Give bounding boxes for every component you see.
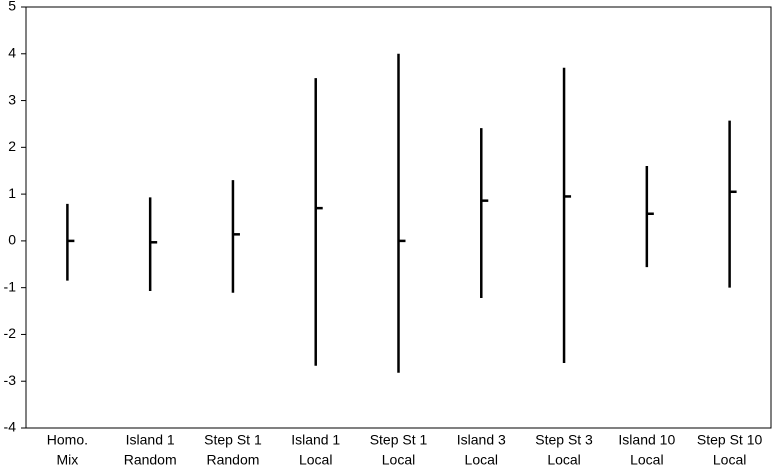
x-tick-label: Island 10: [618, 432, 675, 448]
x-tick-label: Local: [547, 452, 580, 468]
x-tick-label: Local: [382, 452, 415, 468]
x-tick-label: Random: [124, 452, 177, 468]
x-tick-label: Island 1: [126, 432, 175, 448]
x-tick-label: Local: [713, 452, 746, 468]
x-tick-label: Step St 10: [697, 432, 763, 448]
y-tick-label: 4: [8, 44, 16, 60]
x-tick-label: Step St 3: [535, 432, 593, 448]
x-tick-label: Step St 1: [370, 432, 428, 448]
x-tick-label: Island 1: [291, 432, 340, 448]
y-tick-label: 2: [8, 138, 16, 154]
plot-frame: [25, 6, 772, 429]
x-tick-label: Island 3: [457, 432, 506, 448]
x-tick-label: Local: [299, 452, 332, 468]
x-tick-label: Mix: [56, 452, 78, 468]
y-tick-label: 0: [8, 232, 16, 248]
y-tick-label: -1: [4, 278, 17, 294]
x-tick-label: Local: [630, 452, 663, 468]
x-tick-label: Local: [465, 452, 498, 468]
y-tick-label: -2: [4, 325, 17, 341]
x-tick-label: Random: [206, 452, 259, 468]
y-tick-label: -3: [4, 372, 17, 388]
y-tick-label: 1: [8, 185, 16, 201]
y-tick-label: -4: [4, 419, 17, 435]
x-tick-label: Step St 1: [204, 432, 262, 448]
y-tick-label: 5: [8, 0, 16, 14]
y-tick-label: 3: [8, 91, 16, 107]
x-tick-label: Homo.: [47, 432, 88, 448]
